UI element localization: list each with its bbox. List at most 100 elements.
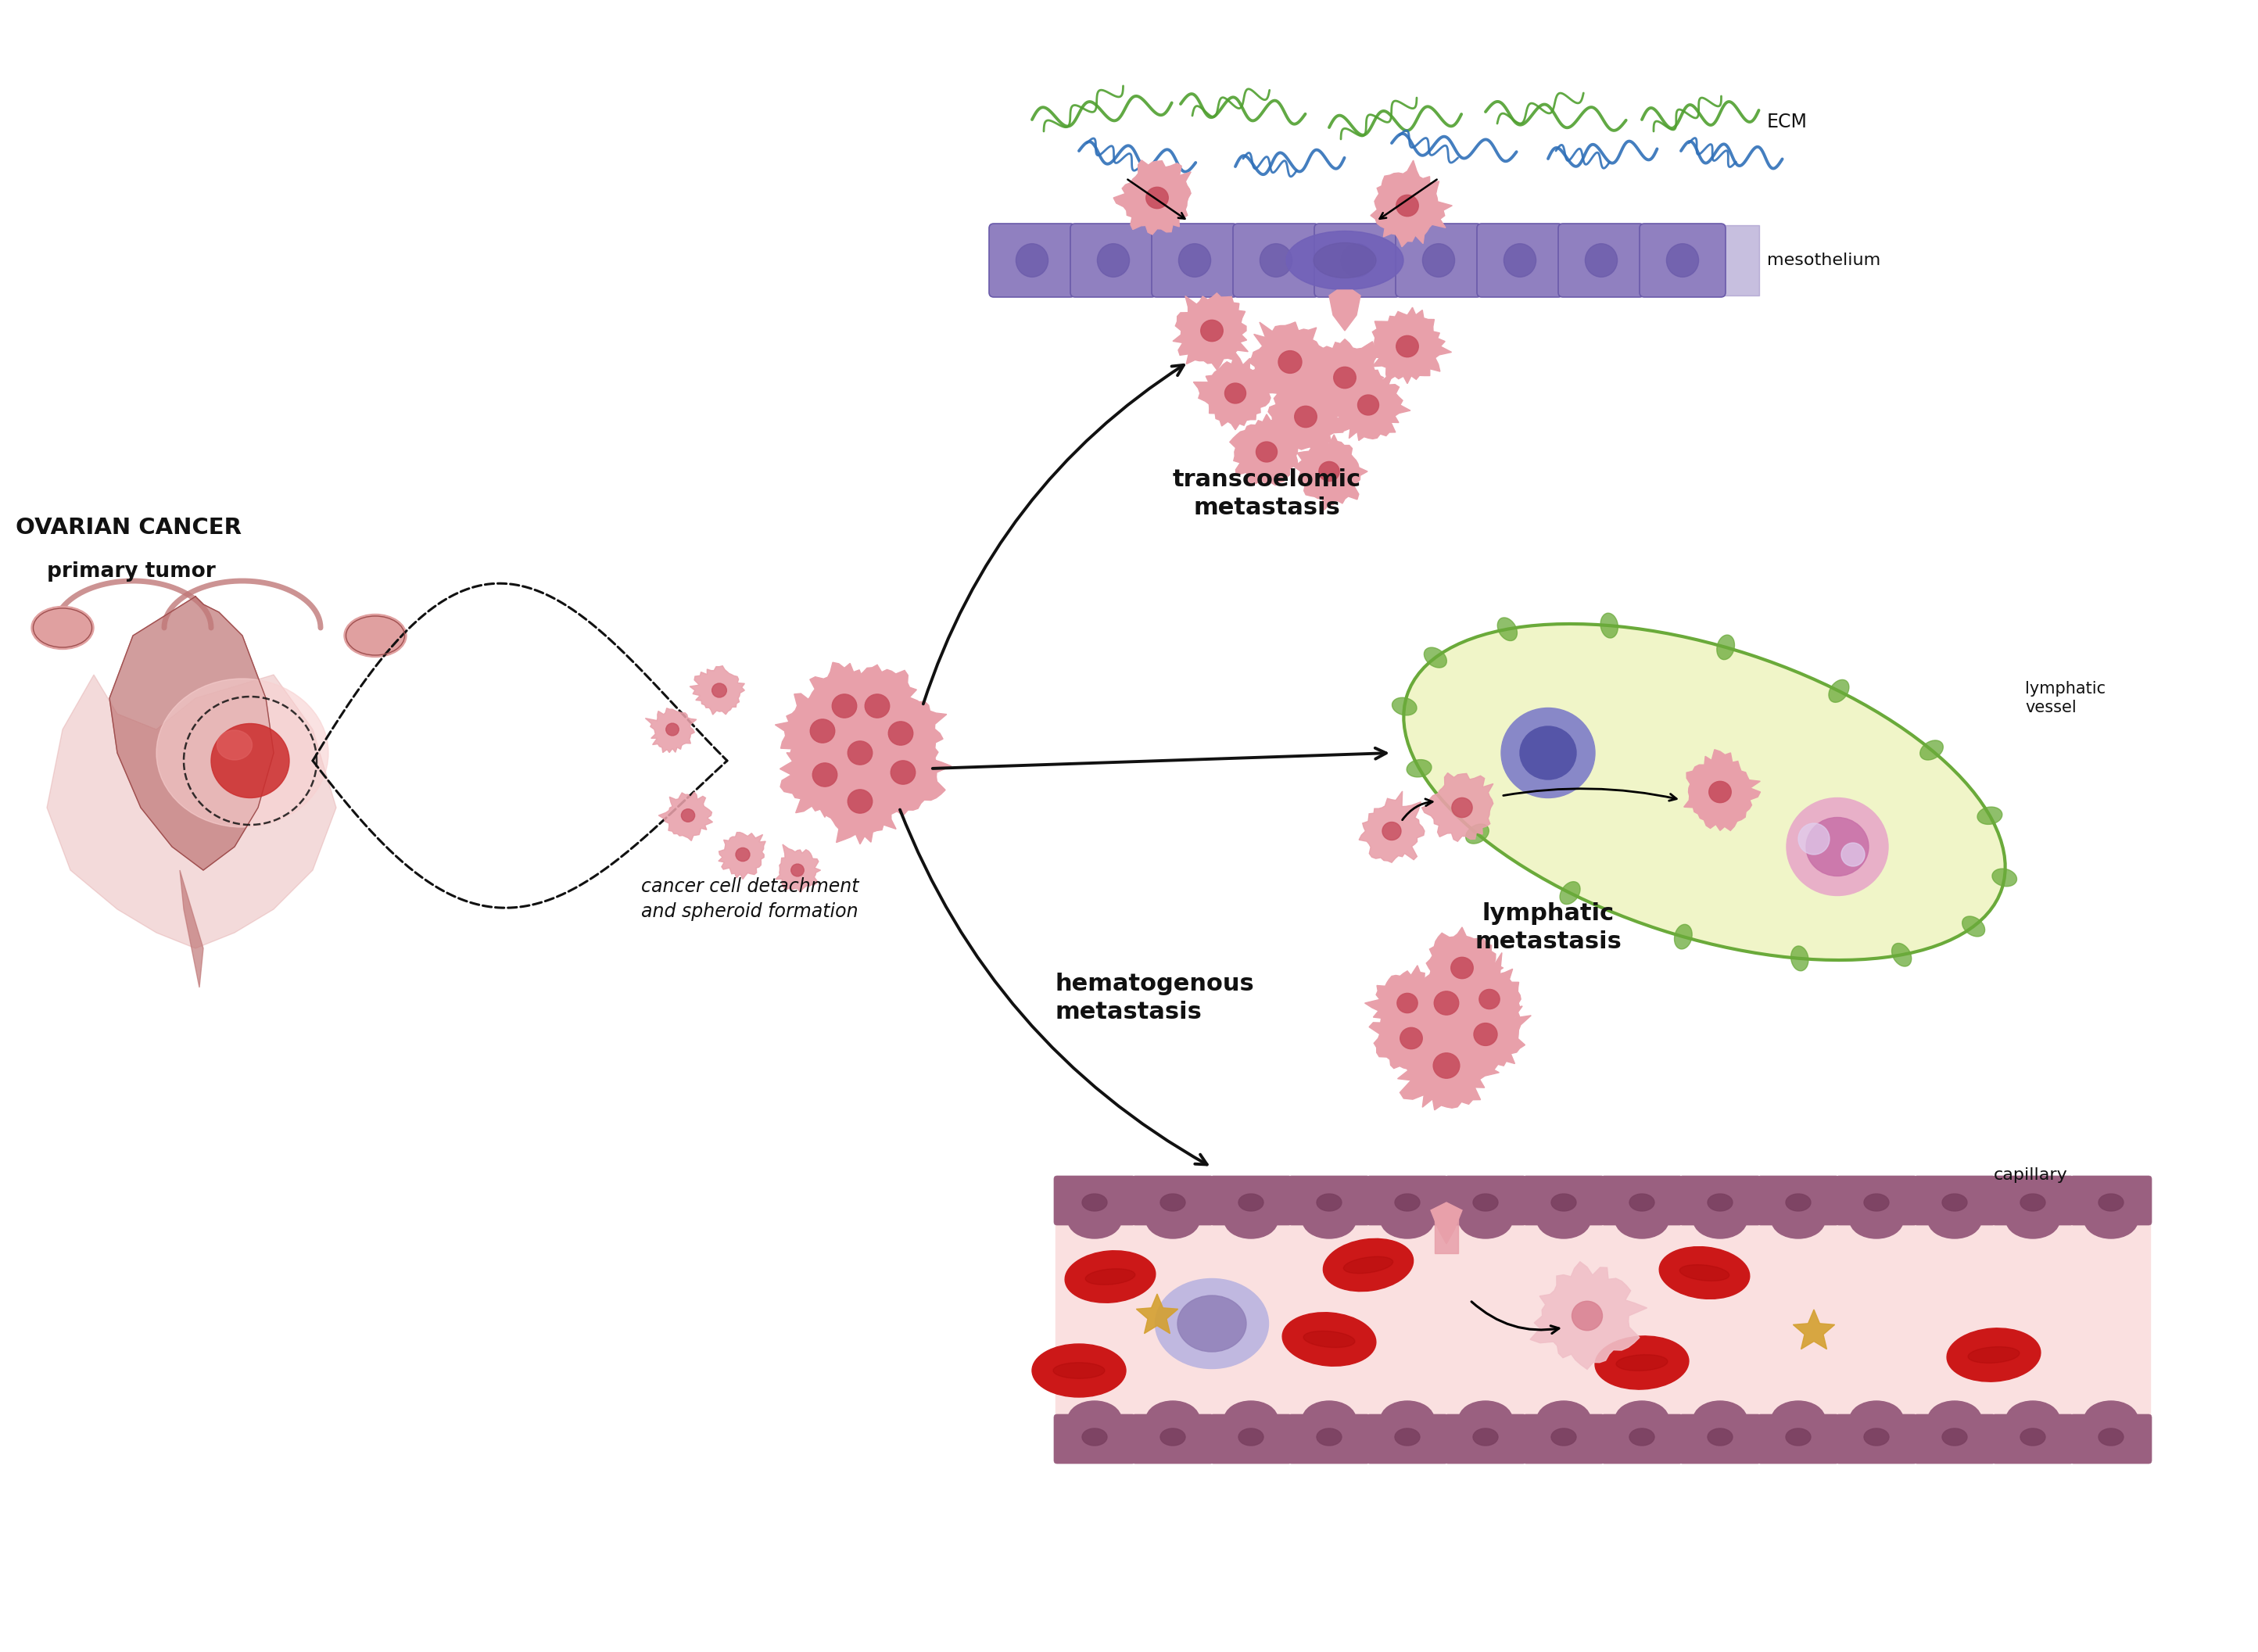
Ellipse shape <box>1560 882 1581 904</box>
FancyBboxPatch shape <box>1836 1176 1917 1226</box>
Ellipse shape <box>1224 383 1246 403</box>
Ellipse shape <box>156 679 327 828</box>
FancyBboxPatch shape <box>1601 1176 1682 1226</box>
Ellipse shape <box>1068 1401 1122 1437</box>
Ellipse shape <box>1942 1429 1967 1446</box>
Ellipse shape <box>833 694 856 719</box>
Ellipse shape <box>1398 993 1418 1013</box>
Ellipse shape <box>1694 1401 1748 1437</box>
Polygon shape <box>181 871 203 988</box>
Text: lymphatic
vessel: lymphatic vessel <box>2025 681 2107 715</box>
FancyBboxPatch shape <box>1289 1176 1371 1226</box>
Ellipse shape <box>2098 1194 2123 1211</box>
Ellipse shape <box>1992 869 2016 887</box>
Ellipse shape <box>1791 947 1809 971</box>
Ellipse shape <box>2098 1429 2123 1446</box>
Ellipse shape <box>1601 613 1619 638</box>
Ellipse shape <box>1082 1429 1106 1446</box>
Ellipse shape <box>811 719 835 743</box>
Ellipse shape <box>865 694 890 719</box>
Ellipse shape <box>1497 618 1517 641</box>
FancyBboxPatch shape <box>1601 1414 1682 1464</box>
Ellipse shape <box>1319 461 1339 481</box>
Ellipse shape <box>666 724 680 735</box>
Polygon shape <box>1231 415 1298 486</box>
FancyBboxPatch shape <box>1558 223 1644 297</box>
Polygon shape <box>1136 1294 1179 1333</box>
Text: hematogenous
metastasis: hematogenous metastasis <box>1054 973 1255 1023</box>
Polygon shape <box>806 662 885 753</box>
Polygon shape <box>779 724 869 818</box>
Ellipse shape <box>1316 1194 1341 1211</box>
Polygon shape <box>774 844 820 892</box>
Ellipse shape <box>1520 727 1576 780</box>
Ellipse shape <box>32 606 95 649</box>
Ellipse shape <box>682 809 695 823</box>
Ellipse shape <box>1806 818 1870 876</box>
FancyBboxPatch shape <box>1836 1414 1917 1464</box>
FancyBboxPatch shape <box>1054 1176 1136 1226</box>
Ellipse shape <box>1400 1028 1423 1049</box>
Polygon shape <box>718 833 765 879</box>
Ellipse shape <box>1863 1429 1890 1446</box>
Ellipse shape <box>1502 709 1594 798</box>
Ellipse shape <box>1052 1363 1104 1378</box>
Polygon shape <box>1531 1262 1646 1370</box>
Ellipse shape <box>1156 1279 1269 1368</box>
Polygon shape <box>1194 352 1271 430</box>
Ellipse shape <box>1316 1429 1341 1446</box>
FancyBboxPatch shape <box>1992 1176 2073 1226</box>
FancyBboxPatch shape <box>1366 1176 1447 1226</box>
FancyBboxPatch shape <box>2071 1414 2152 1464</box>
Ellipse shape <box>847 790 872 813</box>
Ellipse shape <box>1946 1328 2041 1381</box>
Ellipse shape <box>1380 1401 1434 1437</box>
Text: primary tumor: primary tumor <box>47 562 215 582</box>
Ellipse shape <box>1694 1203 1748 1239</box>
Ellipse shape <box>1147 1203 1199 1239</box>
FancyBboxPatch shape <box>1524 1176 1605 1226</box>
Polygon shape <box>1409 963 1490 1042</box>
Text: mesothelium: mesothelium <box>1768 253 1881 268</box>
Circle shape <box>1797 823 1829 854</box>
FancyBboxPatch shape <box>2071 1176 2152 1226</box>
Polygon shape <box>1368 998 1452 1072</box>
Polygon shape <box>1359 791 1425 862</box>
Ellipse shape <box>1303 1332 1355 1348</box>
Ellipse shape <box>813 763 838 786</box>
FancyBboxPatch shape <box>1210 1414 1292 1464</box>
Ellipse shape <box>1404 624 2005 960</box>
Ellipse shape <box>1147 1401 1199 1437</box>
Ellipse shape <box>1407 760 1432 776</box>
Ellipse shape <box>1161 1194 1185 1211</box>
Ellipse shape <box>1849 1203 1903 1239</box>
Ellipse shape <box>210 724 289 798</box>
Ellipse shape <box>1969 1346 2019 1363</box>
Ellipse shape <box>1863 1194 1890 1211</box>
Ellipse shape <box>217 730 253 760</box>
Ellipse shape <box>1032 1345 1127 1398</box>
Polygon shape <box>1432 1203 1463 1244</box>
FancyBboxPatch shape <box>1915 1414 1996 1464</box>
Ellipse shape <box>1395 1194 1420 1211</box>
Ellipse shape <box>1928 1203 1980 1239</box>
Ellipse shape <box>1016 244 1048 278</box>
FancyBboxPatch shape <box>1639 223 1725 297</box>
Ellipse shape <box>1278 350 1303 373</box>
FancyBboxPatch shape <box>1152 223 1237 297</box>
Ellipse shape <box>1472 1429 1497 1446</box>
Polygon shape <box>108 596 273 871</box>
Ellipse shape <box>1303 1203 1355 1239</box>
Ellipse shape <box>1614 1401 1669 1437</box>
Ellipse shape <box>1201 320 1224 342</box>
Text: transcoelomic
metastasis: transcoelomic metastasis <box>1172 469 1362 519</box>
FancyBboxPatch shape <box>1070 223 1156 297</box>
Polygon shape <box>1294 434 1368 510</box>
Ellipse shape <box>1068 1203 1122 1239</box>
Ellipse shape <box>2084 1203 2138 1239</box>
Text: cancer cell detachment
and spheroid formation: cancer cell detachment and spheroid form… <box>641 877 858 922</box>
Ellipse shape <box>1224 1401 1278 1437</box>
Ellipse shape <box>1452 798 1472 818</box>
Ellipse shape <box>1630 1194 1655 1211</box>
FancyBboxPatch shape <box>1757 1414 1838 1464</box>
